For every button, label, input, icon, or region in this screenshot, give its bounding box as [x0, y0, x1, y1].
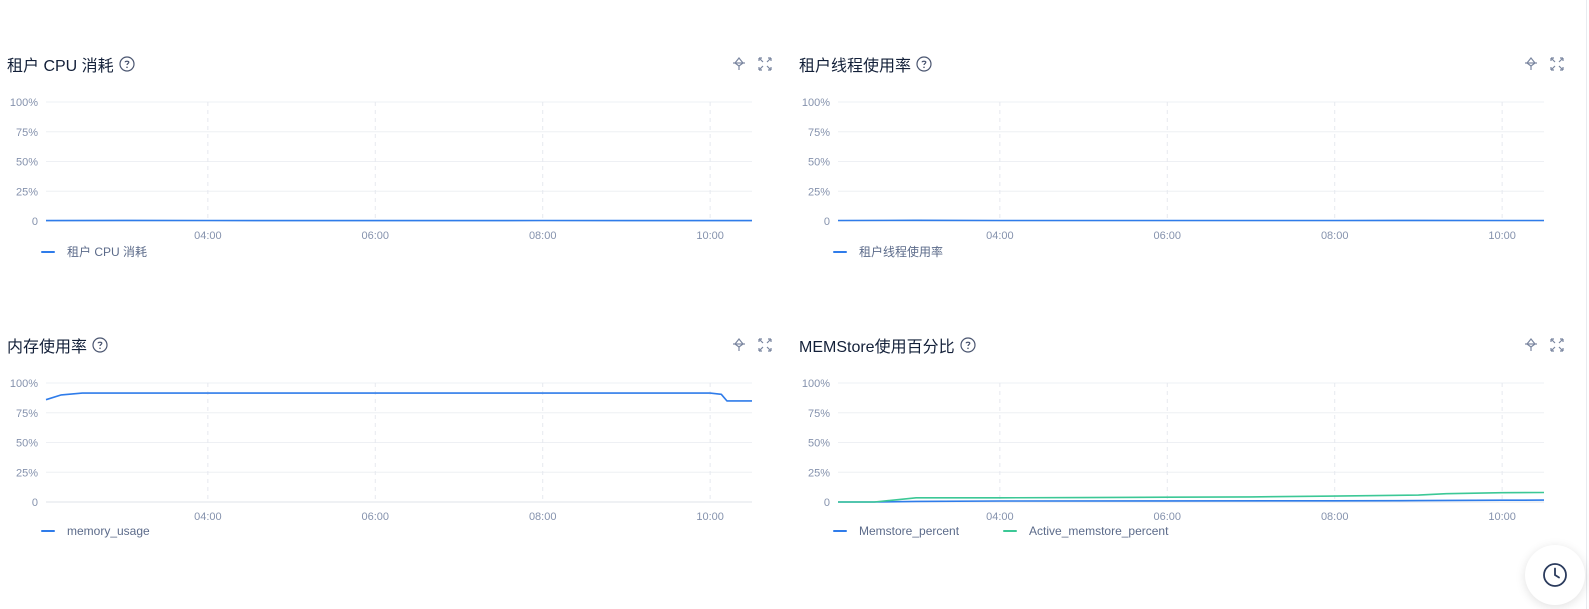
x-tick-label: 08:00	[529, 230, 557, 242]
y-tick-label: 50%	[16, 157, 38, 169]
y-tick-label: 0	[824, 497, 830, 509]
memory-usage-panel: 内存使用率 100% 75% 50% 25% 0 04:00 06:00 08:00 10:00…	[7, 334, 773, 584]
x-tick-label: 10:00	[696, 230, 724, 242]
y-tick-label: 100%	[802, 378, 830, 390]
y-tick-label: 100%	[10, 97, 38, 109]
y-tick-label: 100%	[802, 97, 830, 109]
help-icon[interactable]	[916, 56, 932, 72]
help-icon[interactable]	[959, 337, 976, 353]
x-tick-label: 06:00	[362, 511, 390, 523]
expand-icon[interactable]	[1549, 56, 1565, 72]
chart-legend: 租户线程使用率	[833, 243, 987, 260]
x-tick-label: 08:00	[529, 511, 557, 523]
series-line	[838, 491, 1545, 503]
legend-swatch	[41, 250, 55, 253]
y-tick-label: 25%	[808, 186, 830, 198]
line-chart: 100% 75% 50% 25% 0 04:00 06:00 08:00 10:00	[10, 378, 752, 523]
legend-label: Memstore_percent	[859, 524, 960, 538]
pin-icon[interactable]	[731, 56, 747, 72]
thread-usage-panel: 租户线程使用率 100% 75% 50% 25% 0 04:00 06:00 08:00 10:…	[799, 53, 1565, 303]
legend-swatch	[41, 530, 55, 532]
time-range-button[interactable]	[1525, 545, 1585, 605]
line-chart: 100% 75% 50% 25% 0 04:00 06:00 08:00 10:00	[10, 97, 752, 242]
legend-swatch	[833, 250, 847, 253]
panel-toolbar	[731, 337, 773, 353]
memstore-usage-panel: MEMStore使用百分比 100% 75% 50% 25% 0 04:00 06:00 08…	[799, 334, 1565, 584]
pin-icon[interactable]	[731, 337, 747, 353]
x-tick-label: 04:00	[986, 230, 1014, 242]
legend-label: Active_memstore_percent	[1029, 524, 1169, 538]
x-tick-label: 08:00	[1321, 230, 1349, 242]
y-tick-label: 25%	[808, 467, 830, 479]
chart-legend: Memstore_percent Active_memstore_percent	[833, 524, 1212, 538]
x-tick-label: 04:00	[194, 230, 222, 242]
help-icon[interactable]	[119, 56, 135, 72]
y-tick-label: 0	[32, 497, 38, 509]
panel-toolbar	[731, 56, 773, 72]
y-tick-label: 0	[32, 216, 38, 228]
legend-item[interactable]: memory_usage	[41, 524, 150, 538]
x-tick-label: 08:00	[1321, 511, 1349, 523]
x-tick-label: 10:00	[1488, 511, 1516, 523]
panel-title-text: MEMStore使用百分比	[799, 339, 955, 356]
x-tick-label: 10:00	[696, 511, 724, 523]
panel-title: 租户线程使用率	[799, 53, 932, 75]
chart-legend: 租户 CPU 消耗	[41, 243, 191, 260]
panel-title: 内存使用率	[7, 334, 108, 356]
chart-legend: memory_usage	[41, 524, 194, 538]
x-tick-label: 10:00	[1488, 230, 1516, 242]
y-tick-label: 25%	[16, 467, 38, 479]
series-line	[838, 499, 1545, 503]
legend-item[interactable]: Active_memstore_percent	[1003, 524, 1168, 538]
panel-title-text: 租户线程使用率	[799, 58, 912, 75]
panel-title: MEMStore使用百分比	[799, 334, 976, 356]
panel-toolbar	[1523, 337, 1565, 353]
page-right-border	[1586, 0, 1587, 609]
legend-item[interactable]: 租户 CPU 消耗	[41, 243, 147, 260]
x-tick-label: 06:00	[1154, 230, 1182, 242]
help-icon[interactable]	[92, 337, 108, 353]
expand-icon[interactable]	[1549, 337, 1565, 353]
legend-item[interactable]: 租户线程使用率	[833, 243, 943, 260]
expand-icon[interactable]	[757, 56, 773, 72]
y-tick-label: 50%	[808, 438, 830, 450]
legend-swatch	[1003, 530, 1018, 532]
y-tick-label: 100%	[10, 378, 38, 390]
pin-icon[interactable]	[1523, 337, 1539, 353]
y-tick-label: 75%	[808, 127, 830, 139]
cpu-consumption-panel: 租户 CPU 消耗 100% 75% 50% 25% 0 04:00 06:00 08:00 1…	[7, 53, 773, 303]
pin-icon[interactable]	[1523, 56, 1539, 72]
legend-swatch	[833, 530, 847, 532]
legend-label: 租户线程使用率	[859, 245, 944, 259]
x-tick-label: 06:00	[1154, 511, 1182, 523]
y-tick-label: 50%	[808, 157, 830, 169]
x-tick-label: 04:00	[194, 511, 222, 523]
series-line	[45, 392, 752, 402]
y-tick-label: 75%	[808, 408, 830, 420]
panel-title: 租户 CPU 消耗	[7, 53, 135, 75]
legend-label: memory_usage	[67, 524, 150, 538]
legend-label: 租户 CPU 消耗	[67, 245, 148, 259]
panel-title-text: 内存使用率	[7, 339, 88, 356]
clock-icon	[1543, 563, 1567, 587]
x-tick-label: 04:00	[986, 511, 1014, 523]
panel-title-text: 租户 CPU 消耗	[7, 58, 114, 75]
expand-icon[interactable]	[757, 337, 773, 353]
line-chart: 100% 75% 50% 25% 0 04:00 06:00 08:00 10:00	[802, 97, 1544, 242]
line-chart: 100% 75% 50% 25% 0 04:00 06:00 08:00 10:00	[802, 378, 1545, 523]
x-tick-label: 06:00	[362, 230, 390, 242]
y-tick-label: 25%	[16, 186, 38, 198]
panel-toolbar	[1523, 56, 1565, 72]
y-tick-label: 50%	[16, 438, 38, 450]
y-tick-label: 75%	[16, 127, 38, 139]
y-tick-label: 75%	[16, 408, 38, 420]
y-tick-label: 0	[824, 216, 830, 228]
legend-item[interactable]: Memstore_percent	[833, 524, 959, 538]
